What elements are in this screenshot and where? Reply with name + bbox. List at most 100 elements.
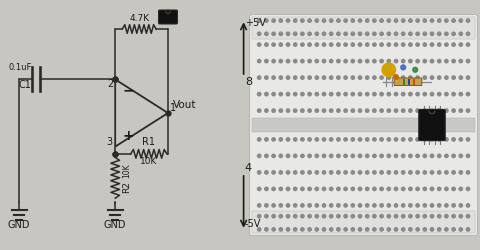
Circle shape	[300, 214, 304, 218]
Circle shape	[452, 92, 455, 96]
Circle shape	[366, 171, 369, 174]
Circle shape	[279, 76, 282, 79]
Circle shape	[401, 65, 406, 70]
Circle shape	[438, 171, 441, 174]
Circle shape	[358, 214, 362, 218]
Circle shape	[438, 60, 441, 63]
Circle shape	[344, 214, 348, 218]
Circle shape	[387, 187, 390, 190]
Circle shape	[323, 171, 325, 174]
Circle shape	[293, 109, 297, 112]
Circle shape	[416, 92, 420, 96]
Circle shape	[308, 187, 312, 190]
Circle shape	[452, 214, 455, 218]
Circle shape	[323, 60, 325, 63]
Circle shape	[466, 109, 470, 112]
Circle shape	[444, 92, 448, 96]
Circle shape	[430, 171, 434, 174]
Circle shape	[293, 138, 297, 141]
Circle shape	[358, 43, 362, 46]
Circle shape	[387, 204, 390, 207]
Circle shape	[279, 19, 282, 22]
Circle shape	[351, 214, 354, 218]
Circle shape	[315, 76, 319, 79]
Circle shape	[466, 204, 470, 207]
Circle shape	[336, 171, 340, 174]
Circle shape	[416, 154, 420, 158]
Circle shape	[366, 138, 369, 141]
Circle shape	[358, 32, 362, 35]
Circle shape	[293, 92, 297, 96]
Circle shape	[272, 60, 276, 63]
Circle shape	[329, 138, 333, 141]
Circle shape	[286, 109, 290, 112]
Circle shape	[293, 214, 297, 218]
Circle shape	[395, 43, 397, 46]
Circle shape	[308, 171, 312, 174]
Text: +: +	[122, 129, 134, 143]
Circle shape	[430, 60, 434, 63]
Circle shape	[300, 60, 304, 63]
Circle shape	[395, 228, 397, 231]
Circle shape	[323, 187, 325, 190]
Circle shape	[416, 228, 420, 231]
Circle shape	[466, 60, 470, 63]
Circle shape	[272, 43, 276, 46]
Circle shape	[438, 43, 441, 46]
Circle shape	[279, 43, 282, 46]
Circle shape	[372, 228, 376, 231]
Circle shape	[329, 32, 333, 35]
Circle shape	[257, 187, 261, 190]
Circle shape	[358, 19, 362, 22]
Circle shape	[372, 43, 376, 46]
Circle shape	[344, 109, 348, 112]
Circle shape	[395, 76, 397, 79]
Circle shape	[387, 92, 390, 96]
Text: 3: 3	[107, 137, 113, 147]
Circle shape	[308, 60, 312, 63]
Circle shape	[423, 228, 427, 231]
Circle shape	[444, 214, 448, 218]
Circle shape	[408, 138, 412, 141]
FancyBboxPatch shape	[252, 212, 475, 233]
FancyBboxPatch shape	[397, 79, 399, 85]
Circle shape	[372, 109, 376, 112]
Circle shape	[264, 43, 268, 46]
Circle shape	[430, 138, 434, 141]
Circle shape	[264, 171, 268, 174]
Circle shape	[423, 204, 427, 207]
Circle shape	[380, 138, 384, 141]
Text: R2: R2	[122, 182, 131, 193]
Circle shape	[444, 138, 448, 141]
Circle shape	[351, 138, 354, 141]
Circle shape	[366, 32, 369, 35]
Circle shape	[300, 92, 304, 96]
Circle shape	[257, 109, 261, 112]
Circle shape	[408, 92, 412, 96]
Circle shape	[408, 19, 412, 22]
Circle shape	[430, 19, 434, 22]
Circle shape	[380, 171, 384, 174]
Circle shape	[423, 138, 427, 141]
Circle shape	[351, 154, 354, 158]
Circle shape	[380, 214, 384, 218]
Circle shape	[293, 154, 297, 158]
Circle shape	[286, 43, 290, 46]
Circle shape	[380, 19, 384, 22]
Circle shape	[430, 92, 434, 96]
Circle shape	[329, 214, 333, 218]
Circle shape	[279, 60, 282, 63]
Circle shape	[372, 32, 376, 35]
Circle shape	[286, 32, 290, 35]
Circle shape	[416, 109, 420, 112]
Circle shape	[308, 204, 312, 207]
Circle shape	[380, 76, 384, 79]
Circle shape	[315, 171, 319, 174]
Circle shape	[351, 43, 354, 46]
Circle shape	[452, 228, 455, 231]
Circle shape	[323, 43, 325, 46]
Circle shape	[351, 92, 354, 96]
Circle shape	[308, 76, 312, 79]
Circle shape	[336, 109, 340, 112]
Circle shape	[387, 228, 390, 231]
